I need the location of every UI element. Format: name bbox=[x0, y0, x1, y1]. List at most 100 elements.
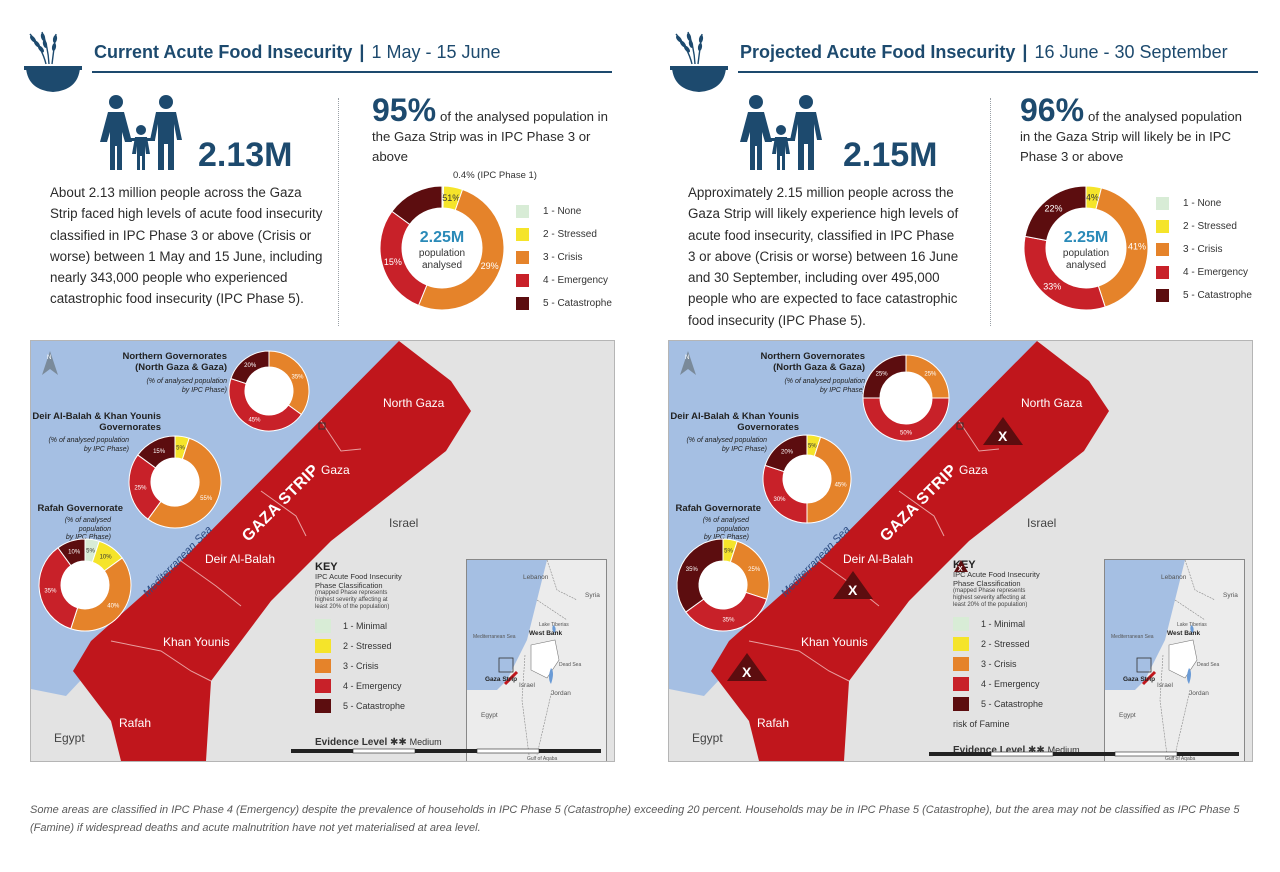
gov-rafah-title: Rafah Governorate bbox=[37, 503, 123, 514]
donut-label: 55% bbox=[200, 496, 213, 502]
label-egypt: Egypt bbox=[54, 731, 85, 745]
label-gaza: Gaza bbox=[959, 463, 988, 477]
label-khan-younis: Khan Younis bbox=[163, 635, 230, 649]
projected-deir-donut: 5% 45% 30% 20% bbox=[762, 434, 852, 524]
label-deir-al-balah: Deir Al-Balah bbox=[843, 552, 914, 566]
current-description: About 2.13 million people across the Gaz… bbox=[50, 185, 323, 307]
gov-deir-note: (% of analysed population by IPC Phase) bbox=[686, 437, 767, 453]
current-rafah-donut: 5% 10% 40% 35% 10% bbox=[38, 538, 132, 632]
projected-map: North Gaza Gaza Deir Al-Balah Khan Youni… bbox=[668, 340, 1253, 762]
key-item: 3 - Crisis bbox=[953, 654, 1083, 674]
footnote: Some areas are classified in IPC Phase 4… bbox=[30, 804, 1240, 834]
donut-center-text: 2.25M bbox=[1064, 229, 1108, 246]
famine-risk-icon: X bbox=[954, 560, 968, 573]
famine-risk-icon: X bbox=[983, 417, 1023, 445]
label-north-gaza: North Gaza bbox=[1021, 396, 1083, 410]
legend-item: 4 - Emergency bbox=[1156, 261, 1252, 284]
divider bbox=[990, 98, 991, 326]
projected-percent-text: of the analysed population in the Gaza S… bbox=[1020, 109, 1243, 164]
projected-inset-map: Lebanon Syria Lake Tiberias Mediterranea… bbox=[1104, 559, 1245, 762]
donut-slice bbox=[862, 354, 907, 399]
donut-slice bbox=[38, 547, 79, 630]
donut-label: 35% bbox=[686, 567, 699, 573]
inset-label: Egypt bbox=[481, 712, 498, 719]
key-title: KEY bbox=[315, 561, 338, 573]
donut-label: 25% bbox=[134, 485, 147, 491]
projected-legend: 1 - None 2 - Stressed 3 - Crisis 4 - Eme… bbox=[1156, 192, 1252, 307]
donut-label: 5% bbox=[86, 548, 95, 554]
inset-label: Gaza Strip bbox=[485, 676, 518, 683]
key-item: 1 - Minimal bbox=[953, 614, 1083, 634]
gov-northern-title: Northern Governorates (North Gaza & Gaza… bbox=[760, 351, 865, 373]
legend-item: 5 - Catastrophe bbox=[516, 292, 612, 315]
label-gaza: Gaza bbox=[321, 463, 350, 477]
inset-label: Syria bbox=[585, 592, 600, 599]
family-icon bbox=[100, 95, 182, 170]
donut-center-text: 2.25M bbox=[420, 229, 464, 246]
scale-bar bbox=[291, 748, 601, 754]
svg-text:N: N bbox=[685, 355, 689, 361]
donut-slice bbox=[1095, 187, 1149, 308]
donut-label: 5% bbox=[436, 192, 449, 202]
donut-hole bbox=[61, 561, 109, 609]
donut-label: 35% bbox=[292, 374, 305, 380]
key-item: 2 - Stressed bbox=[315, 636, 445, 656]
legend-swatch bbox=[516, 274, 529, 287]
evidence-level: Evidence Level ✱✱ Medium bbox=[315, 737, 442, 748]
donut-label: 35% bbox=[722, 618, 735, 624]
key-item: 4 - Emergency bbox=[315, 676, 445, 696]
projected-percent: 96% bbox=[1020, 92, 1085, 128]
inset-label: Mediterranean Sea bbox=[473, 634, 516, 640]
scale-bar bbox=[929, 751, 1239, 757]
donut-slice bbox=[228, 378, 303, 432]
donut-hole bbox=[699, 561, 747, 609]
inset-label: Dead Sea bbox=[559, 662, 582, 668]
famine-risk-icon: X bbox=[727, 653, 767, 681]
inset-label: Israel bbox=[519, 682, 535, 689]
legend-swatch bbox=[516, 205, 529, 218]
inset-label: Mediterranean Sea bbox=[1111, 634, 1154, 640]
inset-label: Gulf of Aqaba bbox=[1165, 756, 1196, 762]
bowl-wheat-icon bbox=[670, 31, 728, 92]
inset-label: West Bank bbox=[529, 630, 563, 637]
donut-slice bbox=[391, 185, 443, 226]
donut-slice bbox=[417, 188, 505, 311]
donut-slice bbox=[147, 437, 222, 529]
current-panel: Current Acute Food Insecurity | 1 May - … bbox=[0, 0, 640, 790]
legend-item: 3 - Crisis bbox=[1156, 238, 1252, 261]
label-deir-al-balah: Deir Al-Balah bbox=[205, 552, 276, 566]
donut-label: 15% bbox=[153, 449, 166, 455]
inset-label: Israel bbox=[1157, 682, 1173, 689]
projected-percent-block: 96% of the analysed population in the Gaz… bbox=[1020, 94, 1252, 167]
legend-item: 3 - Crisis bbox=[516, 246, 612, 269]
bowl-wheat-icon bbox=[24, 31, 82, 92]
current-title-rule bbox=[92, 71, 612, 73]
legend-swatch bbox=[516, 251, 529, 264]
donut-slice bbox=[70, 557, 132, 632]
key-note: (mapped Phase represents highest severit… bbox=[315, 590, 390, 610]
donut-slice bbox=[1024, 185, 1087, 242]
donut-center-text: population bbox=[419, 248, 465, 259]
legend-swatch bbox=[516, 228, 529, 241]
donut-hole bbox=[151, 458, 199, 506]
projected-title-rule bbox=[738, 71, 1258, 73]
label-khan-younis: Khan Younis bbox=[801, 635, 868, 649]
map-key: KEY IPC Acute Food Insecurity Phase Clas… bbox=[315, 561, 445, 716]
gov-rafah-note: (% of analysed population by IPC Phase) bbox=[702, 517, 749, 541]
projected-title: Projected Acute Food Insecurity | 16 Jun… bbox=[740, 42, 1228, 62]
donut-slice bbox=[137, 435, 176, 469]
donut-label: 4% bbox=[1086, 192, 1099, 202]
current-title: Current Acute Food Insecurity | 1 May - … bbox=[94, 42, 501, 62]
inset-label: Lake Tiberias bbox=[1177, 622, 1207, 628]
evidence-level: Evidence Level ✱✱ Medium bbox=[953, 745, 1080, 756]
gov-deir-title: Deir Al-Balah & Khan Younis Governorates bbox=[670, 411, 799, 433]
donut-center-text: population bbox=[1063, 248, 1109, 259]
label-egypt: Egypt bbox=[692, 731, 723, 745]
svg-text:X: X bbox=[958, 566, 963, 573]
donut-label: 15% bbox=[384, 257, 402, 267]
donut-label: 30% bbox=[773, 497, 786, 503]
donut-label: 25% bbox=[924, 372, 937, 378]
inset-label: Jordan bbox=[551, 690, 571, 697]
